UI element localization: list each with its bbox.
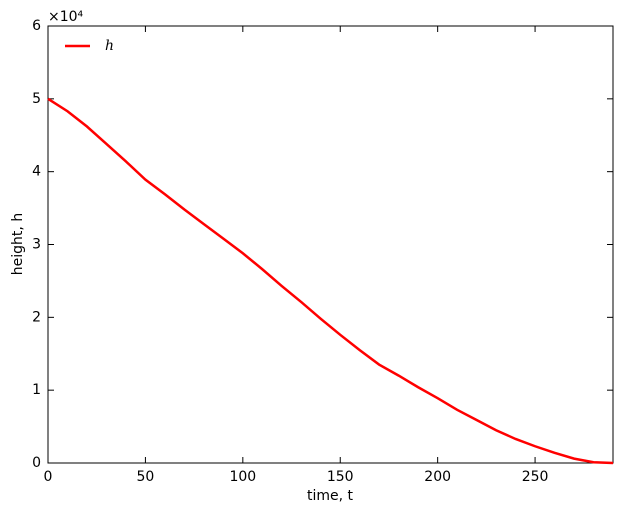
x-tick-label: 200 <box>424 469 451 485</box>
line-series <box>47 97 614 465</box>
y-tick-label: 4 <box>32 164 41 180</box>
x-tick-label: 100 <box>229 469 256 485</box>
y-tick-label: 0 <box>32 455 41 471</box>
y-offset-label: ×10⁴ <box>48 9 84 25</box>
x-tick-label: 150 <box>327 469 354 485</box>
plot-frame <box>47 25 614 464</box>
x-tick-label: 0 <box>44 469 53 485</box>
y-tick-label: 2 <box>32 309 41 325</box>
y-tick-label: 6 <box>32 18 41 34</box>
y-tick-label: 5 <box>32 91 41 107</box>
x-tick-label: 250 <box>522 469 549 485</box>
x-tick-label: 50 <box>136 469 154 485</box>
y-tick-label: 3 <box>32 237 41 253</box>
y-tick-label: 1 <box>32 382 41 398</box>
y-axis-label: height, h <box>10 213 26 275</box>
x-axis-label: time, t <box>307 488 354 504</box>
legend-label: h <box>105 38 114 54</box>
